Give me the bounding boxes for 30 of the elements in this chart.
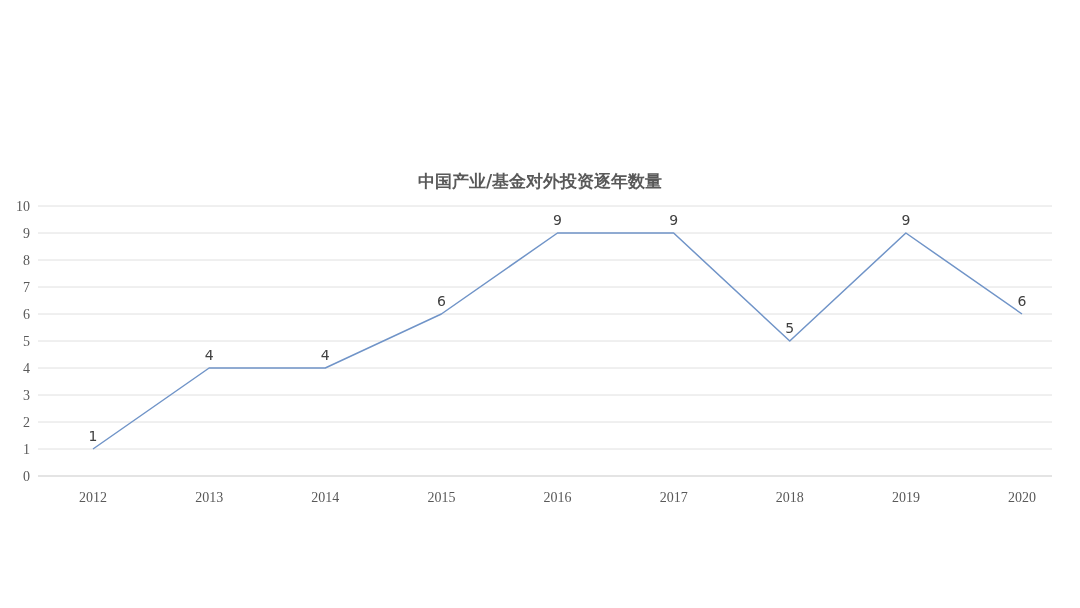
x-tick-label: 2015 <box>427 489 456 505</box>
data-label: 9 <box>901 212 911 228</box>
x-tick-label: 2019 <box>891 489 920 505</box>
x-tick-label: 2013 <box>195 489 224 505</box>
data-label: 1 <box>88 428 98 444</box>
x-tick-label: 2018 <box>775 489 804 505</box>
data-label: 9 <box>553 212 562 228</box>
data-label: 4 <box>320 347 330 363</box>
data-label: 5 <box>785 320 795 336</box>
y-tick-label: 7 <box>23 279 30 295</box>
y-tick-label: 2 <box>23 414 30 430</box>
x-tick-label: 2014 <box>311 489 340 505</box>
y-tick-label: 3 <box>23 387 30 403</box>
data-label: 6 <box>436 293 446 309</box>
y-tick-label: 8 <box>23 252 30 268</box>
data-label: 6 <box>1017 293 1027 309</box>
y-tick-label: 5 <box>23 333 30 349</box>
y-tick-label: 1 <box>23 441 30 457</box>
y-tick-label: 9 <box>23 225 30 241</box>
y-tick-label: 10 <box>16 198 30 214</box>
y-tick-label: 6 <box>23 306 30 322</box>
x-tick-label: 2016 <box>543 489 572 505</box>
chart-title: 中国产业/基金对外投资逐年数量 <box>416 170 664 193</box>
y-tick-label: 0 <box>23 468 30 484</box>
data-label: 4 <box>204 347 214 363</box>
data-label: 9 <box>669 212 679 228</box>
y-tick-label: 4 <box>23 360 30 376</box>
x-tick-label: 2012 <box>79 489 107 505</box>
x-tick-label: 2017 <box>659 489 688 505</box>
x-tick-label: 2020 <box>1008 489 1036 505</box>
